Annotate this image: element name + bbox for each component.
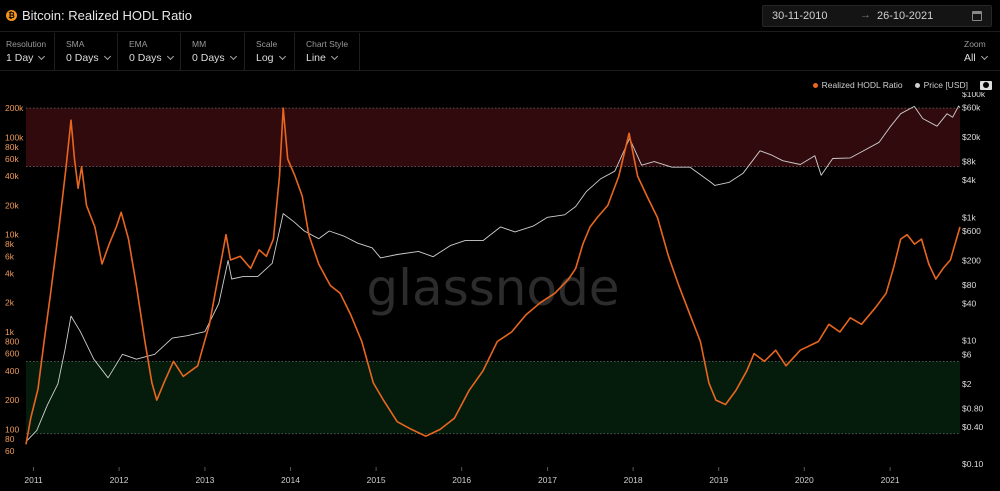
left-tick-label: 4k (5, 268, 15, 278)
mm-label: MM (192, 39, 207, 49)
sma-label: SMA (66, 39, 85, 49)
scale-select[interactable]: Scale Log (250, 33, 295, 71)
chevron-down-icon (38, 52, 46, 61)
bitcoin-icon: ₿ (6, 10, 17, 21)
left-tick-label: 10k (5, 230, 19, 240)
left-tick-label: 600 (5, 349, 19, 359)
right-tick-label: $0.80 (962, 403, 984, 413)
page-title: Bitcoin: Realized HODL Ratio (22, 8, 193, 23)
left-tick-label: 200k (5, 103, 24, 113)
legend-dot-price (914, 82, 920, 88)
right-tick-label: $60k (962, 103, 981, 113)
right-tick-label: $80 (962, 280, 976, 290)
scale-value: Log (256, 52, 274, 64)
left-tick-label: 80 (5, 434, 15, 444)
series-line-price (25, 105, 961, 443)
x-tick-label: 2014 (281, 475, 300, 485)
date-range-picker[interactable]: 30-11-2010 → 26-10-2021 (762, 5, 992, 27)
left-tick-label: 40k (5, 171, 19, 181)
left-tick-label: 80k (5, 142, 19, 152)
sma-value: 0 Days (66, 52, 99, 64)
x-tick-label: 2019 (709, 475, 728, 485)
bottom-band (26, 361, 960, 434)
date-arrow: → (860, 9, 871, 21)
chevron-down-icon (103, 52, 111, 61)
chevron-down-icon (278, 52, 286, 61)
ema-label: EMA (129, 39, 148, 49)
chevron-down-icon (980, 52, 988, 61)
right-tick-label: $200 (962, 255, 981, 265)
calendar-icon[interactable] (972, 11, 982, 21)
resolution-label: Resolution (6, 39, 47, 49)
mm-value: 0 Days (192, 52, 225, 64)
x-tick-label: 2011 (24, 475, 43, 485)
x-tick-label: 2018 (624, 475, 643, 485)
chevron-down-icon (330, 52, 338, 61)
chart-style-select[interactable]: Chart Style Line (300, 33, 360, 71)
watermark: glassnode (366, 259, 619, 317)
left-tick-label: 400 (5, 366, 19, 376)
left-tick-label: 100 (5, 424, 19, 434)
chart-header: ₿ Bitcoin: Realized HODL Ratio 30-11-201… (0, 0, 1000, 32)
left-tick-label: 800 (5, 336, 19, 346)
right-tick-label: $10 (962, 336, 976, 346)
left-tick-label: 8k (5, 239, 15, 249)
chevron-down-icon (229, 52, 237, 61)
series-line-realized-hodl-ratio (25, 107, 961, 445)
left-tick-label: 1k (5, 327, 15, 337)
x-tick-label: 2016 (452, 475, 471, 485)
left-tick-label: 100k (5, 132, 24, 142)
legend-dot-ratio (812, 82, 818, 88)
chart-toolbar: Resolution 1 Day SMA 0 Days EMA 0 Days M… (0, 33, 1000, 71)
camera-icon[interactable] (980, 80, 992, 90)
x-tick-label: 2020 (795, 475, 814, 485)
ema-value: 0 Days (129, 52, 162, 64)
right-tick-label: $100k (962, 92, 986, 99)
right-tick-label: $6 (962, 349, 972, 359)
x-tick-label: 2013 (195, 475, 214, 485)
right-tick-label: $20k (962, 132, 981, 142)
legend-label-ratio: Realized HODL Ratio (821, 80, 903, 90)
right-tick-label: $600 (962, 226, 981, 236)
mm-select[interactable]: MM 0 Days (186, 33, 245, 71)
right-tick-label: $8k (962, 157, 976, 167)
legend-item-price[interactable]: Price [USD] (914, 80, 968, 90)
x-tick-label: 2021 (881, 475, 900, 485)
x-tick-label: 2015 (367, 475, 386, 485)
left-tick-label: 20k (5, 200, 19, 210)
right-tick-label: $4k (962, 175, 976, 185)
left-tick-label: 200 (5, 395, 19, 405)
zoom-select[interactable]: Zoom All (958, 33, 1000, 71)
chart-legend: Realized HODL Ratio Price [USD] (812, 80, 992, 90)
sma-select[interactable]: SMA 0 Days (60, 33, 118, 71)
ema-select[interactable]: EMA 0 Days (123, 33, 181, 71)
scale-label: Scale (256, 39, 278, 49)
right-tick-label: $1k (962, 212, 976, 222)
left-tick-label: 6k (5, 251, 15, 261)
right-tick-label: $40 (962, 299, 976, 309)
right-tick-label: $2 (962, 379, 972, 389)
right-tick-label: $0.10 (962, 459, 984, 469)
x-tick-label: 2017 (538, 475, 557, 485)
left-tick-label: 60 (5, 446, 15, 456)
zoom-value: All (964, 52, 976, 64)
left-tick-label: 2k (5, 298, 15, 308)
legend-item-ratio[interactable]: Realized HODL Ratio (812, 80, 903, 90)
top-band (26, 108, 960, 167)
legend-label-price: Price [USD] (923, 80, 968, 90)
x-tick-label: 2012 (110, 475, 129, 485)
resolution-select[interactable]: Resolution 1 Day (0, 33, 55, 71)
zoom-label: Zoom (964, 39, 986, 49)
right-tick-label: $0.40 (962, 422, 984, 432)
chart-style-value: Line (306, 52, 326, 64)
chart-style-label: Chart Style (306, 39, 349, 49)
left-tick-label: 60k (5, 154, 19, 164)
date-end-input[interactable]: 26-10-2021 (877, 10, 934, 22)
date-start-input[interactable]: 30-11-2010 (772, 10, 828, 22)
chevron-down-icon (166, 52, 174, 61)
resolution-value: 1 Day (6, 52, 34, 64)
